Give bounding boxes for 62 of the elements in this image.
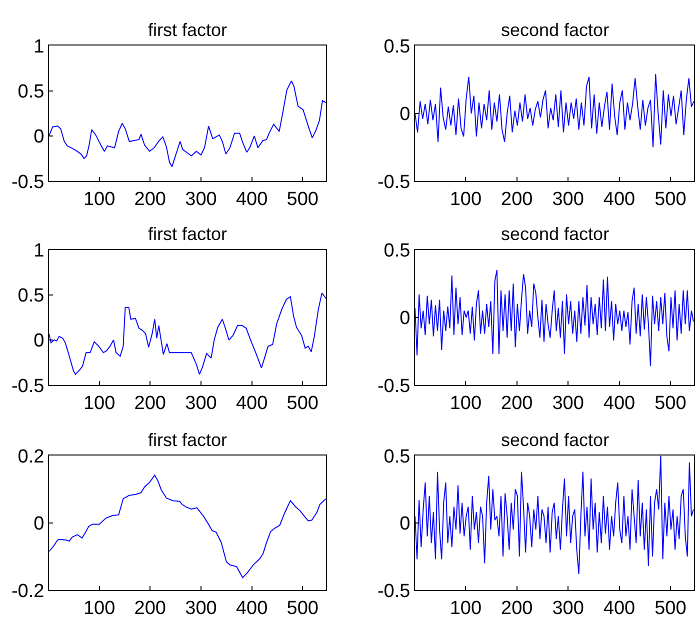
y-tick-label: 0.5: [18, 82, 44, 103]
x-tick-label: 100: [450, 598, 482, 619]
x-tick-label: 200: [134, 598, 166, 619]
chart-title: first factor: [148, 20, 228, 40]
line-series: [415, 74, 694, 148]
y-tick-label: 1: [34, 240, 44, 262]
line-series: [415, 456, 694, 574]
line-series: [49, 292, 326, 375]
y-tick-label: 1: [34, 36, 44, 58]
y-tick-label: -0.5: [11, 172, 44, 193]
y-tick-label: 0: [34, 126, 44, 148]
y-tick-label: 0.5: [384, 240, 410, 262]
chart-title: first factor: [148, 430, 228, 450]
x-tick-label: 500: [286, 392, 318, 414]
x-tick-label: 100: [450, 188, 482, 210]
x-tick-label: 300: [552, 392, 584, 414]
x-tick-label: 400: [603, 392, 636, 414]
line-series: [49, 80, 326, 168]
chart-title: second factor: [501, 20, 610, 40]
x-tick-label: 500: [654, 188, 686, 210]
x-tick-label: 200: [501, 598, 533, 619]
x-tick-label: 100: [450, 392, 482, 414]
y-tick-label: 0.5: [384, 446, 410, 468]
y-tick-label: -0.5: [377, 580, 410, 602]
chart-title: first factor: [148, 224, 228, 244]
chart-title: second factor: [501, 430, 610, 450]
y-tick-label: -0.5: [11, 376, 44, 397]
x-tick-label: 500: [654, 392, 686, 414]
x-tick-label: 400: [603, 188, 636, 210]
x-tick-label: 500: [654, 598, 686, 619]
x-tick-label: 200: [501, 392, 533, 414]
x-tick-label: 300: [185, 188, 217, 210]
y-tick-label: 0: [34, 514, 44, 535]
y-tick-label: -0.2: [11, 580, 44, 602]
x-tick-label: 200: [501, 188, 533, 210]
x-tick-label: 500: [286, 598, 318, 619]
y-tick-label: 0.5: [384, 36, 410, 58]
line-series: [415, 270, 694, 367]
x-tick-label: 100: [83, 188, 116, 210]
x-tick-label: 100: [83, 598, 116, 619]
y-tick-label: 0: [34, 330, 44, 352]
y-tick-label: 0.5: [18, 286, 44, 307]
x-tick-label: 400: [236, 188, 268, 210]
x-tick-label: 400: [236, 598, 268, 619]
x-tick-label: 400: [236, 392, 268, 414]
x-tick-label: 300: [552, 188, 584, 210]
x-tick-label: 100: [83, 392, 116, 414]
line-series: [49, 474, 326, 578]
y-tick-label: -0.5: [377, 376, 410, 397]
y-tick-label: 0: [400, 514, 410, 535]
x-tick-label: 200: [134, 188, 166, 210]
y-tick-label: -0.5: [377, 172, 410, 193]
x-tick-label: 200: [134, 392, 166, 414]
x-tick-label: 500: [286, 188, 318, 210]
y-tick-label: 0.2: [18, 446, 44, 468]
x-tick-label: 400: [603, 598, 636, 619]
x-tick-label: 300: [185, 598, 217, 619]
y-tick-label: 0: [400, 104, 410, 126]
x-tick-label: 300: [552, 598, 584, 619]
x-tick-label: 300: [185, 392, 217, 414]
chart-title: second factor: [501, 224, 610, 244]
y-tick-label: 0: [400, 308, 410, 330]
